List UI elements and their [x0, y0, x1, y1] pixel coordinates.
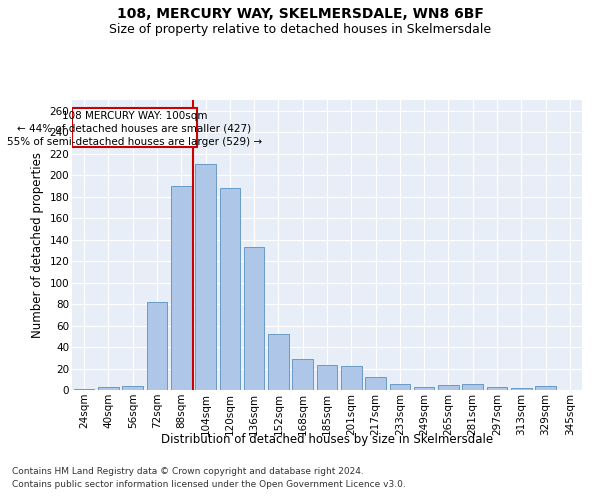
- Bar: [365, 377, 386, 390]
- Text: Size of property relative to detached houses in Skelmersdale: Size of property relative to detached ho…: [109, 22, 491, 36]
- Bar: [438, 384, 459, 390]
- Text: Distribution of detached houses by size in Skelmersdale: Distribution of detached houses by size …: [161, 432, 493, 446]
- Bar: [292, 359, 313, 390]
- Text: 55% of semi-detached houses are larger (529) →: 55% of semi-detached houses are larger (…: [7, 137, 262, 147]
- Bar: [220, 188, 240, 390]
- Bar: [414, 387, 434, 390]
- Bar: [98, 387, 119, 390]
- Text: Contains HM Land Registry data © Crown copyright and database right 2024.: Contains HM Land Registry data © Crown c…: [12, 467, 364, 476]
- Bar: [244, 247, 265, 390]
- Bar: [341, 366, 362, 390]
- Y-axis label: Number of detached properties: Number of detached properties: [31, 152, 44, 338]
- Bar: [72, 108, 197, 148]
- Bar: [463, 384, 483, 390]
- Bar: [74, 389, 94, 390]
- Bar: [171, 186, 191, 390]
- Bar: [535, 386, 556, 390]
- Bar: [195, 164, 216, 390]
- Bar: [389, 384, 410, 390]
- Bar: [146, 302, 167, 390]
- Bar: [317, 366, 337, 390]
- Text: ← 44% of detached houses are smaller (427): ← 44% of detached houses are smaller (42…: [17, 124, 251, 134]
- Bar: [268, 334, 289, 390]
- Bar: [122, 386, 143, 390]
- Bar: [487, 387, 508, 390]
- Text: 108, MERCURY WAY, SKELMERSDALE, WN8 6BF: 108, MERCURY WAY, SKELMERSDALE, WN8 6BF: [116, 8, 484, 22]
- Text: Contains public sector information licensed under the Open Government Licence v3: Contains public sector information licen…: [12, 480, 406, 489]
- Bar: [511, 388, 532, 390]
- Text: 108 MERCURY WAY: 100sqm: 108 MERCURY WAY: 100sqm: [62, 110, 207, 120]
